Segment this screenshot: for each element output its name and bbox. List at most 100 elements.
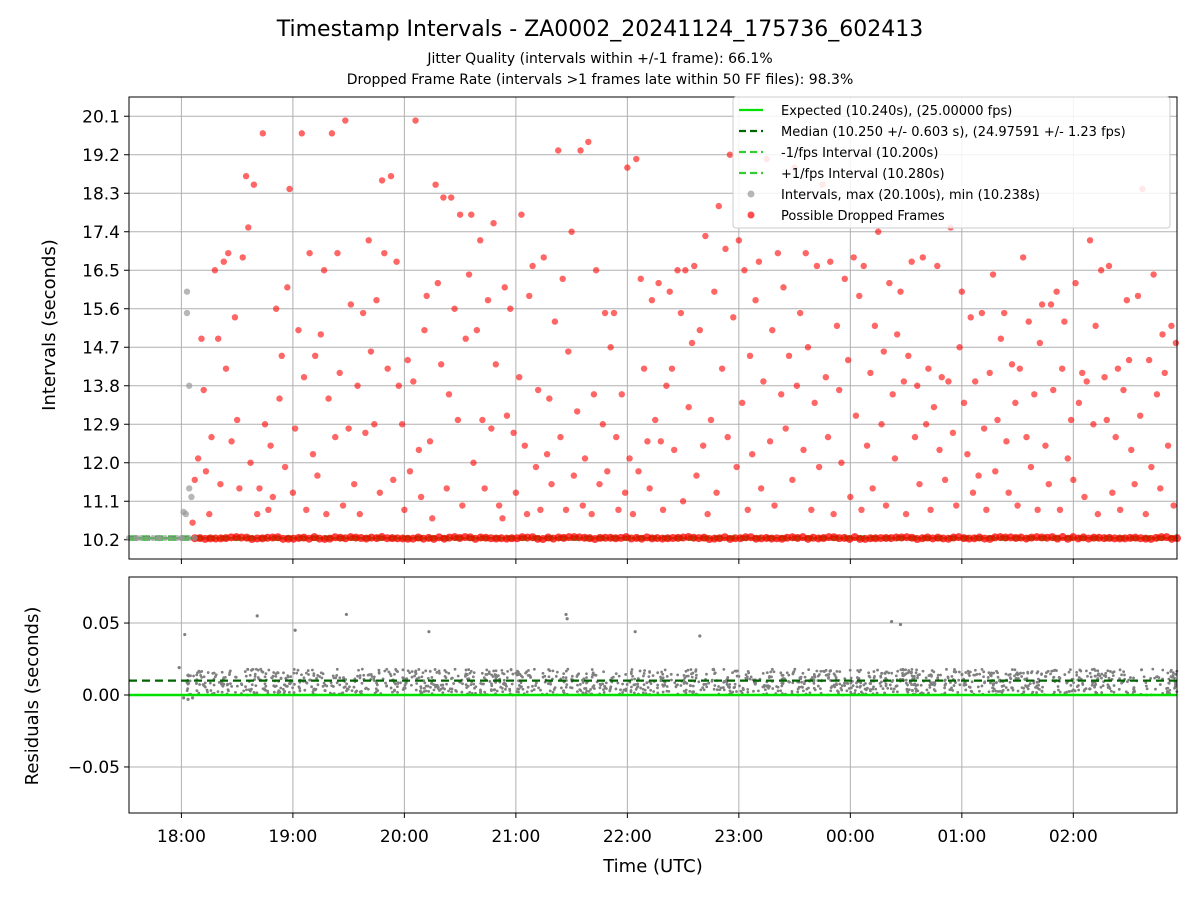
- residual-point: [520, 685, 523, 689]
- residual-point: [1104, 675, 1108, 678]
- dropped-frame-point-319: [1079, 369, 1086, 377]
- residual-point: [502, 672, 506, 676]
- dropped-frame-point-276: [958, 288, 966, 295]
- residual-point: [1004, 672, 1008, 676]
- residual-point: [493, 688, 497, 692]
- dropped-frame-point-22: [250, 181, 258, 188]
- residual-point: [312, 674, 316, 677]
- residual-point: [494, 675, 498, 678]
- residual-point: [1004, 686, 1008, 689]
- residual-point: [288, 682, 291, 686]
- dropped-frame-point-237: [850, 254, 857, 261]
- residual-point: [632, 691, 636, 695]
- residual-point: [957, 670, 961, 674]
- dropped-frame-point-333: [1116, 506, 1124, 514]
- dropped-frame-point-66: [373, 296, 380, 304]
- residual-point: [908, 681, 912, 684]
- residual-point: [581, 691, 585, 695]
- residual-point: [749, 675, 753, 679]
- residual-point: [636, 682, 640, 686]
- residual-point: [1013, 668, 1017, 672]
- residual-point: [1026, 687, 1030, 691]
- residual-point: [463, 674, 467, 678]
- residual-point: [763, 688, 767, 692]
- residual-point: [562, 691, 566, 695]
- residual-point: [242, 689, 246, 693]
- dropped-frame-point-61: [359, 309, 367, 317]
- dropped-frame-point-196: [735, 237, 743, 244]
- residual-point: [335, 667, 339, 671]
- residual-point: [701, 686, 705, 690]
- residual-point: [246, 667, 249, 671]
- residual-point: [255, 691, 259, 695]
- residual-point: [541, 671, 545, 675]
- residual-point: [209, 689, 213, 692]
- residual-point: [555, 670, 559, 674]
- residual-point: [802, 689, 805, 693]
- dropped-frame-point-301: [1027, 463, 1035, 471]
- dropped-frame-point-284: [980, 425, 988, 432]
- dropped-frame-point-94: [451, 305, 458, 312]
- residual-point: [500, 686, 504, 690]
- residual-point: [722, 686, 725, 689]
- dropped-frame-point-71: [387, 172, 395, 180]
- dropped-frame-point-32: [278, 352, 285, 360]
- residual-point: [649, 688, 653, 692]
- legend-label-0: Expected (10.240s), (25.00000 fps): [781, 104, 1012, 119]
- residual-point: [823, 670, 826, 673]
- residual-point: [704, 682, 708, 686]
- residual-point: [396, 682, 400, 685]
- residual-point: [1067, 670, 1071, 674]
- chart-subtitle-jitter: Jitter Quality (intervals within +/-1 fr…: [426, 51, 772, 67]
- dropped-frame-point-330: [1109, 489, 1116, 496]
- residual-point: [994, 689, 998, 693]
- residual-point: [521, 687, 525, 691]
- residual-point: [532, 667, 536, 671]
- residual-outlier-14: [190, 696, 195, 700]
- residual-point: [765, 671, 769, 675]
- residual-point: [1122, 670, 1126, 674]
- residual-point: [483, 690, 487, 694]
- residual-point: [587, 690, 591, 693]
- residual-point: [213, 675, 217, 679]
- residual-point: [694, 669, 698, 673]
- residual-point: [707, 681, 711, 685]
- residual-point: [859, 684, 862, 688]
- residual-point: [578, 683, 582, 686]
- residual-point: [448, 687, 452, 691]
- residual-point: [554, 674, 558, 678]
- dropped-frame-point-193: [726, 151, 734, 158]
- residual-point: [426, 684, 430, 688]
- residual-point: [1002, 684, 1006, 688]
- dropped-frame-point-107: [488, 425, 495, 432]
- dropped-frame-point-151: [610, 309, 618, 317]
- residual-point: [901, 667, 905, 671]
- residual-point: [855, 681, 858, 685]
- dropped-frame-point-65: [371, 421, 378, 428]
- dropped-frame-point-297: [1016, 365, 1023, 372]
- residual-point: [815, 669, 819, 673]
- residual-point: [790, 689, 794, 693]
- residual-point: [430, 675, 434, 679]
- residual-point: [787, 673, 791, 677]
- residual-point: [904, 668, 907, 672]
- residual-point: [718, 688, 722, 692]
- residual-point: [996, 675, 1000, 679]
- residual-point: [1169, 668, 1173, 672]
- residual-point: [1040, 673, 1043, 676]
- residual-point: [329, 681, 333, 685]
- residual-point: [630, 668, 634, 671]
- residual-point: [1069, 684, 1073, 687]
- dropped-frame-point-11: [220, 258, 227, 265]
- residual-point: [295, 671, 299, 675]
- residual-point: [565, 683, 569, 687]
- residual-point: [867, 671, 871, 675]
- dropped-frame-point-243: [867, 369, 874, 377]
- residual-point: [1149, 677, 1152, 680]
- residual-point: [453, 667, 457, 671]
- interval-point-1: [183, 309, 191, 317]
- residual-point: [630, 678, 634, 682]
- dropped-frame-point-300: [1025, 318, 1032, 325]
- dropped-frame-point-331: [1112, 433, 1119, 441]
- dropped-frame-point-275: [956, 344, 963, 351]
